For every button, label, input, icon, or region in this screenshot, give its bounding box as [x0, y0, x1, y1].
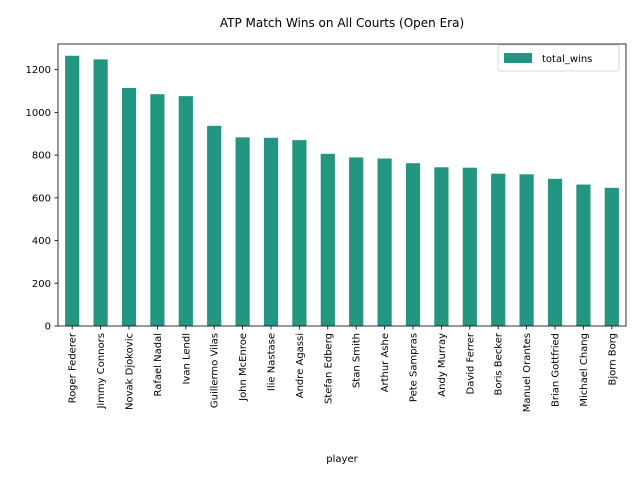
- legend: total_wins: [497, 44, 620, 72]
- bar: [235, 137, 250, 326]
- x-tick-label: Manuel Orantes: [522, 333, 533, 412]
- x-tick-label: Bjorn Borg: [607, 333, 618, 385]
- y-tick-label: 400: [32, 236, 51, 247]
- x-tick-label: Pete Sampras: [409, 333, 420, 402]
- bar: [65, 55, 80, 326]
- y-axis: 0 200 400 600 800 1000 1200: [26, 65, 58, 333]
- bar: [207, 125, 222, 326]
- bar: [349, 157, 364, 326]
- x-tick-label: Brian Gottfried: [551, 333, 562, 407]
- y-tick-label: 600: [32, 193, 51, 204]
- bar: [462, 167, 477, 326]
- x-tick-label: Ilie Nastase: [267, 333, 278, 391]
- bar: [434, 167, 449, 326]
- bar: [93, 59, 108, 327]
- x-tick-label: Novak Djokovic: [125, 333, 136, 410]
- legend-swatch: [504, 53, 532, 63]
- bar: [292, 140, 307, 326]
- bar: [377, 158, 392, 326]
- x-tick-label: Guillermo Vilas: [210, 333, 221, 408]
- x-axis-label: player: [326, 454, 358, 465]
- bar: [491, 173, 506, 326]
- x-tick-label: Andre Agassi: [295, 333, 306, 398]
- bar: [405, 163, 421, 326]
- x-tick-label: Ivan Lendl: [181, 333, 192, 385]
- x-axis: Roger Federer Jimmy Connors Novak Djokovic…: [68, 326, 618, 412]
- y-tick-label: 0: [45, 322, 51, 333]
- bar: [547, 178, 563, 326]
- bar: [150, 94, 165, 326]
- y-tick-label: 1200: [26, 65, 51, 76]
- x-tick-label: Roger Federer: [68, 332, 79, 403]
- bar: [178, 96, 193, 326]
- x-tick-label: Stefan Edberg: [323, 333, 334, 404]
- x-tick-label: Boris Becker: [494, 332, 505, 395]
- x-tick-label: David Ferrer: [465, 332, 476, 394]
- x-tick-label: Stan Smith: [352, 333, 363, 388]
- bar: [263, 137, 279, 326]
- bar: [519, 174, 534, 326]
- x-tick-label: Andy Murray: [437, 333, 448, 397]
- y-tick-label: 200: [32, 279, 51, 290]
- bar: [604, 187, 619, 326]
- chart-title: ATP Match Wins on All Courts (Open Era): [220, 16, 464, 30]
- bars-group: [65, 55, 619, 327]
- bar: [121, 88, 137, 326]
- plot-frame: [57, 43, 627, 327]
- x-tick-label: Michael Chang: [579, 333, 590, 407]
- y-tick-label: 800: [32, 151, 51, 162]
- y-tick-label: 1000: [26, 108, 51, 119]
- bar: [320, 153, 335, 326]
- x-tick-label: Arthur Ashe: [380, 333, 391, 392]
- x-tick-label: Rafael Nadal: [153, 333, 164, 396]
- bar: [576, 184, 591, 326]
- legend-box: [497, 44, 620, 72]
- x-tick-label: John McEnroe: [238, 333, 249, 402]
- x-tick-label: Jimmy Connors: [96, 333, 107, 410]
- legend-label: total_wins: [542, 54, 592, 65]
